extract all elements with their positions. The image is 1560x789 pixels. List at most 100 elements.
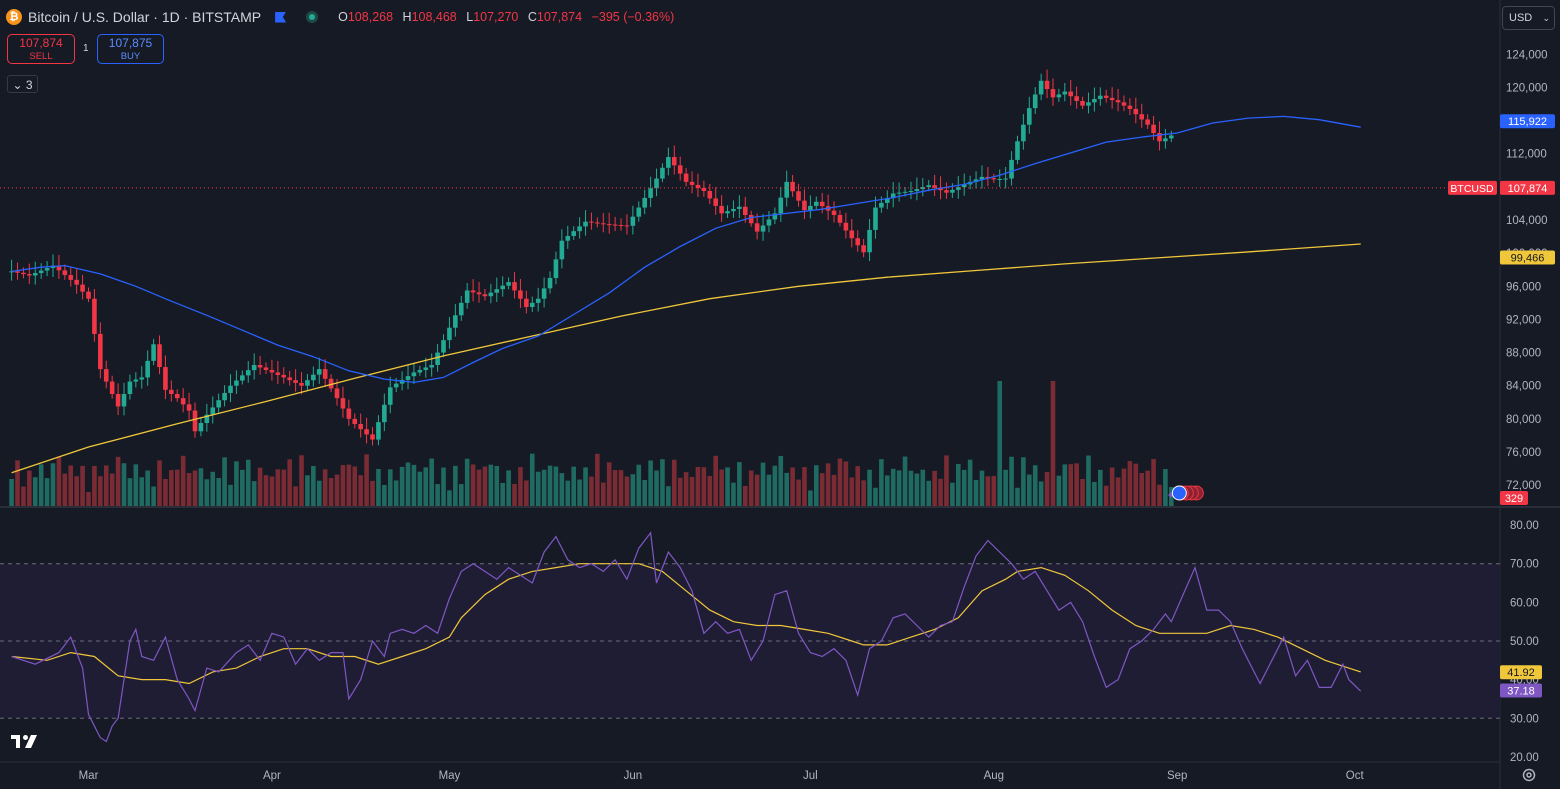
- candle-body: [772, 213, 778, 220]
- volume-bar: [873, 487, 878, 506]
- volume-bar: [1151, 459, 1156, 506]
- candle-body: [784, 181, 790, 198]
- volume-bar: [1038, 481, 1044, 506]
- rsi-tick-label: 70.00: [1510, 559, 1539, 571]
- volume-bar: [139, 477, 145, 506]
- rsi-value-tag-0-bg: [1500, 665, 1542, 680]
- sell-label: SELL: [29, 51, 53, 62]
- candle-body: [873, 207, 878, 230]
- candle-body: [760, 225, 766, 232]
- order-quantity[interactable]: 1: [83, 43, 89, 54]
- currency-selector[interactable]: USD ⌄: [1502, 6, 1555, 30]
- candle-body: [311, 374, 316, 381]
- volume-bar: [157, 460, 162, 506]
- time-tick-label: Apr: [263, 770, 281, 782]
- candle-body: [68, 275, 74, 280]
- volume-bar: [529, 453, 535, 506]
- ma-fast-line: [11, 115, 1361, 384]
- volume-bar: [1092, 481, 1097, 506]
- market-status-icon[interactable]: [306, 11, 319, 23]
- candle-body: [470, 290, 476, 293]
- flag-icon[interactable]: [275, 11, 287, 23]
- volume-bar: [180, 455, 186, 506]
- candle-body: [151, 344, 156, 361]
- buy-button[interactable]: 107,875 BUY: [97, 34, 164, 64]
- candle-body: [524, 298, 529, 307]
- candle-body: [352, 418, 358, 425]
- tradingview-logo[interactable]: [11, 733, 43, 749]
- candle-body: [973, 179, 979, 182]
- candle-body: [145, 360, 150, 378]
- volume-bar: [843, 461, 849, 506]
- candle-body: [991, 178, 997, 180]
- symbol-header[interactable]: ₿ Bitcoin / U.S. Dollar · 1D · BITSTAMP …: [6, 6, 680, 28]
- candle-body: [861, 245, 866, 253]
- candle-body: [340, 398, 346, 409]
- candle-body: [44, 268, 50, 271]
- candle-body: [1032, 94, 1038, 109]
- candle-body: [677, 165, 683, 174]
- volume-bar: [808, 490, 813, 506]
- candle-body: [506, 282, 511, 286]
- candle-body: [1145, 119, 1150, 125]
- volume-bar: [884, 475, 890, 506]
- time-tick-label: Oct: [1346, 770, 1365, 782]
- symbol-title[interactable]: Bitcoin / U.S. Dollar · 1D · BITSTAMP: [28, 9, 262, 25]
- volume-bar: [245, 459, 251, 506]
- volume-bar: [719, 469, 724, 506]
- volume-bar: [595, 453, 600, 506]
- candle-body: [813, 201, 819, 206]
- candle-body: [1038, 80, 1044, 95]
- candle-body: [399, 379, 405, 384]
- candle-body: [671, 157, 677, 166]
- candle-body: [654, 178, 659, 189]
- volume-bar: [441, 467, 446, 506]
- volume-bar: [429, 458, 434, 506]
- candle-body: [630, 216, 636, 226]
- candle-body: [192, 410, 198, 432]
- candle-body: [1157, 132, 1162, 142]
- time-tick-label: Mar: [79, 770, 99, 782]
- candle-body: [612, 224, 618, 226]
- volume-bar: [287, 459, 292, 506]
- volume-bar: [151, 486, 156, 506]
- buy-label: BUY: [120, 51, 141, 62]
- candle-body: [476, 292, 482, 295]
- volume-bar: [198, 468, 204, 506]
- open-value: 108,268: [347, 10, 394, 24]
- indicators-collapse-button[interactable]: ⌄ 3: [7, 75, 38, 93]
- sell-button[interactable]: 107,874 SELL: [7, 34, 75, 64]
- volume-bar: [879, 459, 884, 506]
- candle-body: [719, 205, 724, 214]
- candle-body: [228, 385, 233, 393]
- price-tick-label: 92,000: [1506, 314, 1541, 326]
- volume-bar: [50, 463, 56, 506]
- candle-body: [198, 422, 204, 432]
- candle-body: [837, 215, 843, 223]
- candle-body: [778, 197, 784, 214]
- candle-body: [9, 271, 14, 273]
- volume-bar: [908, 470, 914, 506]
- volume-bar: [92, 465, 97, 506]
- volume-bar: [802, 467, 807, 506]
- volume-bar: [973, 479, 979, 506]
- volume-bar: [577, 479, 582, 506]
- volume-bar: [488, 464, 494, 506]
- candle-body: [346, 408, 352, 419]
- currency-value: USD: [1509, 12, 1533, 24]
- candle-body: [382, 404, 387, 423]
- volume-bar: [251, 481, 257, 506]
- volume-bar: [1157, 484, 1162, 506]
- settings-gear-icon[interactable]: [1521, 767, 1537, 783]
- candle-body: [701, 187, 707, 191]
- candle-body: [80, 284, 85, 292]
- volume-bar: [518, 467, 523, 506]
- candle-body: [742, 206, 748, 216]
- volume-bar: [121, 463, 127, 506]
- volume-bar: [541, 469, 547, 506]
- rsi-tick-label: 80.00: [1510, 520, 1539, 532]
- price-tick-label: 88,000: [1506, 348, 1541, 360]
- volume-bar: [967, 459, 973, 506]
- volume-bar: [393, 480, 399, 506]
